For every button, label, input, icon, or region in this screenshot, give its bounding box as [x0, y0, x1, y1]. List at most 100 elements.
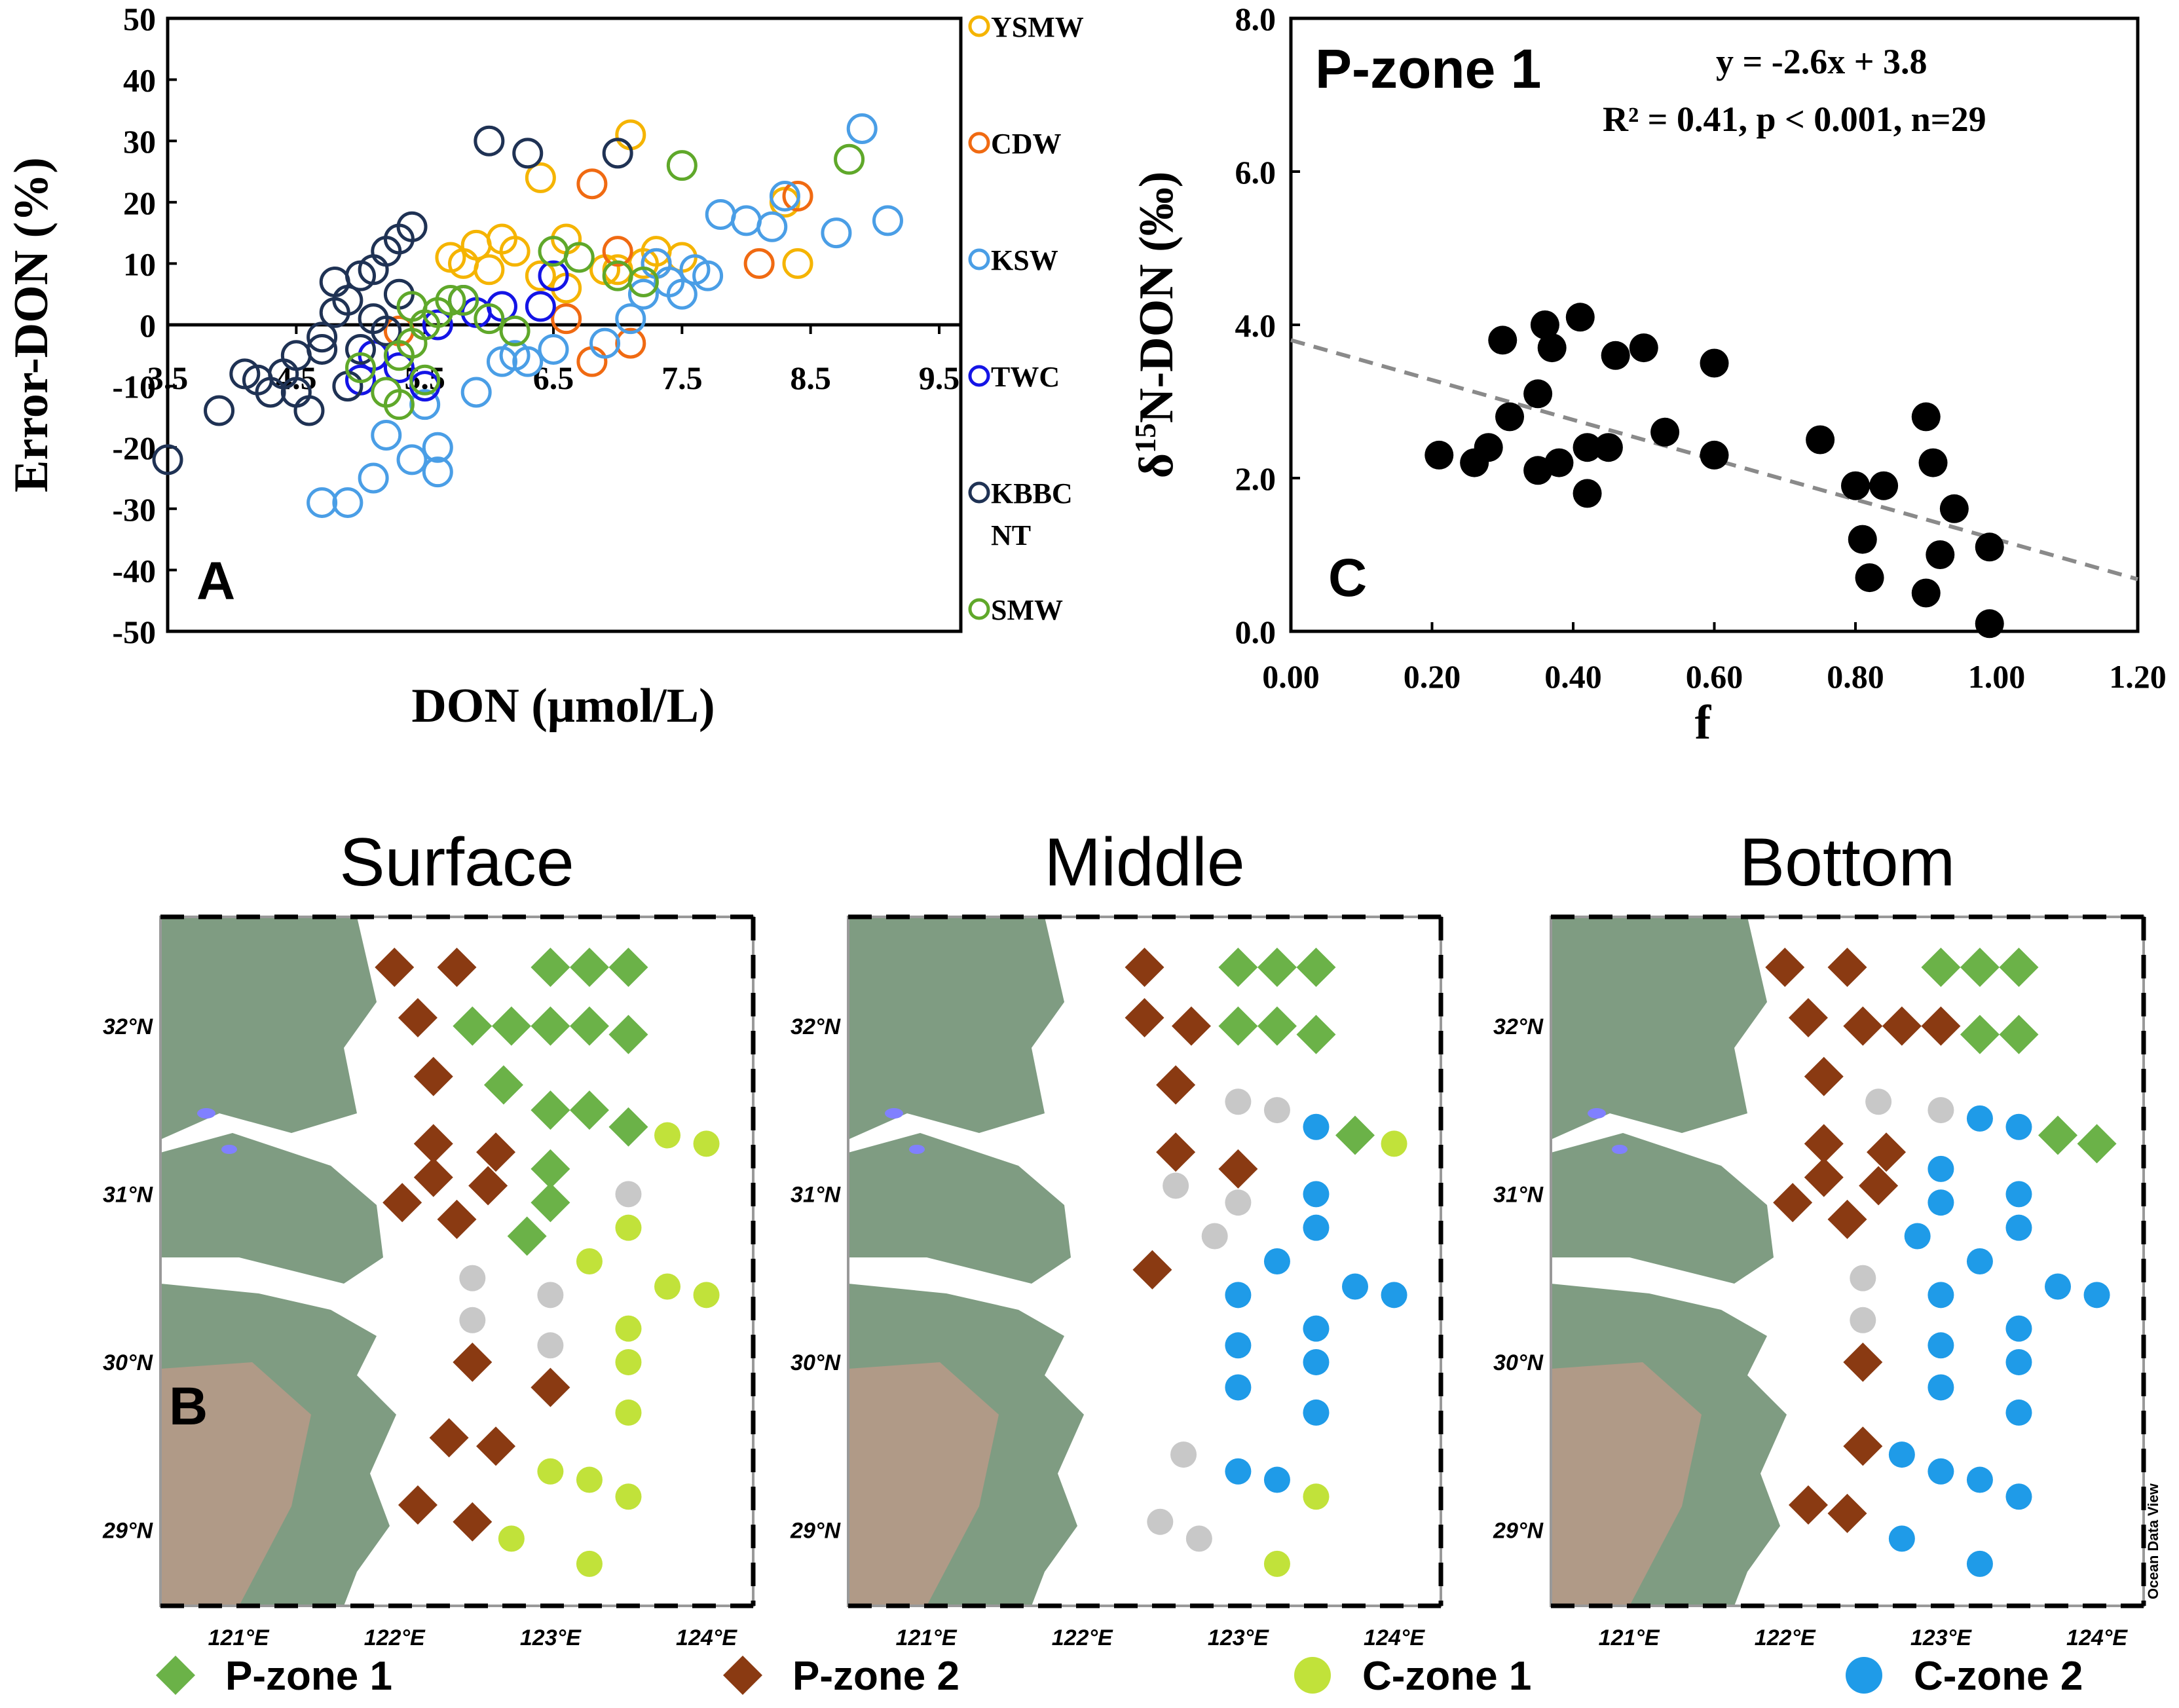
station-c-zone-1	[615, 1315, 642, 1342]
map-title: Bottom	[1740, 825, 1955, 900]
lat-tick-label: 30°N	[103, 1350, 153, 1375]
data-point-twc	[422, 309, 453, 341]
station-p-zone-1	[491, 1006, 531, 1046]
data-point	[1926, 540, 1955, 569]
legend-marker-kbbcnt	[968, 481, 990, 504]
station-unassigned	[1185, 1525, 1212, 1552]
station-unassigned	[1928, 1097, 1954, 1124]
lon-tick-label: 122°E	[1052, 1625, 1113, 1650]
data-point	[1700, 348, 1729, 378]
data-point-ksw	[409, 389, 441, 420]
lon-tick-label: 124°E	[1364, 1625, 1425, 1650]
map-surface: Surface 32°N 31°N 30°N 29°N 121°E 122°E 123°E 12…	[102, 825, 756, 1650]
station-c-zone-2	[1303, 1113, 1330, 1140]
data-point-ksw	[692, 260, 724, 291]
legend-marker-cdw	[968, 132, 990, 154]
station-c-zone-1	[576, 1550, 603, 1577]
station-p-zone-1	[2077, 1124, 2117, 1164]
y-tick-label: 50	[123, 1, 156, 37]
data-point-ksw	[769, 180, 800, 212]
y-tick-label: 0.0	[1235, 614, 1276, 650]
x-tick-label: 0.20	[1404, 658, 1461, 695]
station-c-zone-2	[2045, 1273, 2072, 1300]
station-c-zone-1	[498, 1525, 525, 1552]
data-point	[1939, 494, 1969, 523]
station-p-zone-1	[531, 1006, 570, 1046]
station-c-zone-1	[1303, 1483, 1330, 1510]
data-point	[1911, 578, 1941, 608]
data-point-kbbcnt	[512, 138, 544, 169]
station-c-zone-2	[1928, 1374, 1954, 1401]
lon-tick-label: 121°E	[1599, 1625, 1660, 1650]
map-title: Middle	[1044, 825, 1244, 900]
station-p-zone-1	[1296, 1014, 1336, 1054]
legend-marker-p-zone-1	[156, 1656, 195, 1695]
data-point-ksw	[358, 462, 389, 494]
station-unassigned	[1170, 1441, 1197, 1468]
legend-marker-smw	[968, 598, 990, 620]
data-point	[1537, 333, 1567, 363]
station-p-zone-1	[608, 1107, 648, 1147]
station-c-zone-2	[1225, 1282, 1252, 1309]
lon-tick-label: 124°E	[676, 1625, 737, 1650]
land-shanghai	[1551, 1133, 1774, 1284]
panel-c-x-axis-label: f	[1695, 696, 1712, 750]
station-p-zone-2	[1843, 1426, 1883, 1466]
station-p-zone-2	[531, 1367, 570, 1407]
station-p-zone-2	[1804, 1056, 1844, 1096]
y-tick-label: -20	[112, 430, 156, 466]
station-p-zone-1	[531, 1090, 570, 1130]
station-c-zone-2	[1225, 1458, 1252, 1485]
x-tick-label: 3.5	[147, 360, 189, 396]
lon-tick-label: 122°E	[1755, 1625, 1816, 1650]
y-tick-label: 2.0	[1235, 460, 1276, 497]
legend-label-kbbcnt: KBBC NT	[991, 477, 1073, 551]
station-p-zone-2	[1125, 997, 1164, 1037]
data-point	[1488, 325, 1518, 355]
data-point-cdw	[576, 168, 608, 200]
station-p-zone-2	[413, 1157, 453, 1197]
station-c-zone-2	[1888, 1525, 1915, 1552]
station-p-zone-2	[1125, 947, 1164, 987]
station-p-zone-2	[453, 1502, 493, 1542]
data-point-ksw	[332, 487, 363, 518]
station-c-zone-1	[654, 1122, 681, 1149]
station-unassigned	[1163, 1172, 1189, 1199]
panel-a-label: A	[196, 551, 235, 611]
lon-tick-label: 123°E	[1910, 1625, 1972, 1650]
station-c-zone-2	[1888, 1441, 1915, 1468]
station-c-zone-2	[1303, 1348, 1330, 1375]
station-p-zone-1	[1999, 1014, 2039, 1054]
station-c-zone-1	[615, 1483, 642, 1510]
station-p-zone-2	[1765, 947, 1805, 987]
panel-a-x-axis-label: DON (μmol/L)	[411, 679, 715, 733]
station-c-zone-1	[654, 1273, 681, 1300]
data-point	[1975, 609, 2004, 639]
station-c-zone-1	[1381, 1130, 1407, 1157]
station-p-zone-2	[1843, 1342, 1883, 1382]
land-north	[848, 917, 1064, 1140]
data-point-ksw	[460, 377, 492, 408]
x-tick-label: 8.5	[790, 360, 831, 396]
station-c-zone-2	[2005, 1399, 2032, 1426]
legend-marker-c-zone-2	[1846, 1657, 1882, 1694]
data-point-ksw	[371, 419, 402, 451]
land-shanghai	[160, 1133, 383, 1284]
data-point-smw	[345, 352, 376, 384]
legend-label-twc: TWC	[991, 361, 1060, 393]
station-c-zone-2	[1966, 1550, 1993, 1577]
data-point	[1573, 479, 1602, 508]
data-point-smw	[499, 315, 531, 346]
station-unassigned	[537, 1282, 564, 1309]
station-p-zone-2	[1218, 1149, 1258, 1189]
legend-marker-ysmw	[968, 15, 990, 37]
station-p-zone-2	[1827, 1493, 1867, 1533]
station-unassigned	[1850, 1307, 1876, 1333]
data-point	[1573, 433, 1602, 462]
data-point-twc	[383, 352, 415, 384]
station-unassigned	[1225, 1189, 1252, 1216]
station-unassigned	[459, 1307, 486, 1333]
data-point-ysmw	[782, 248, 813, 279]
data-point-ksw	[589, 327, 621, 359]
